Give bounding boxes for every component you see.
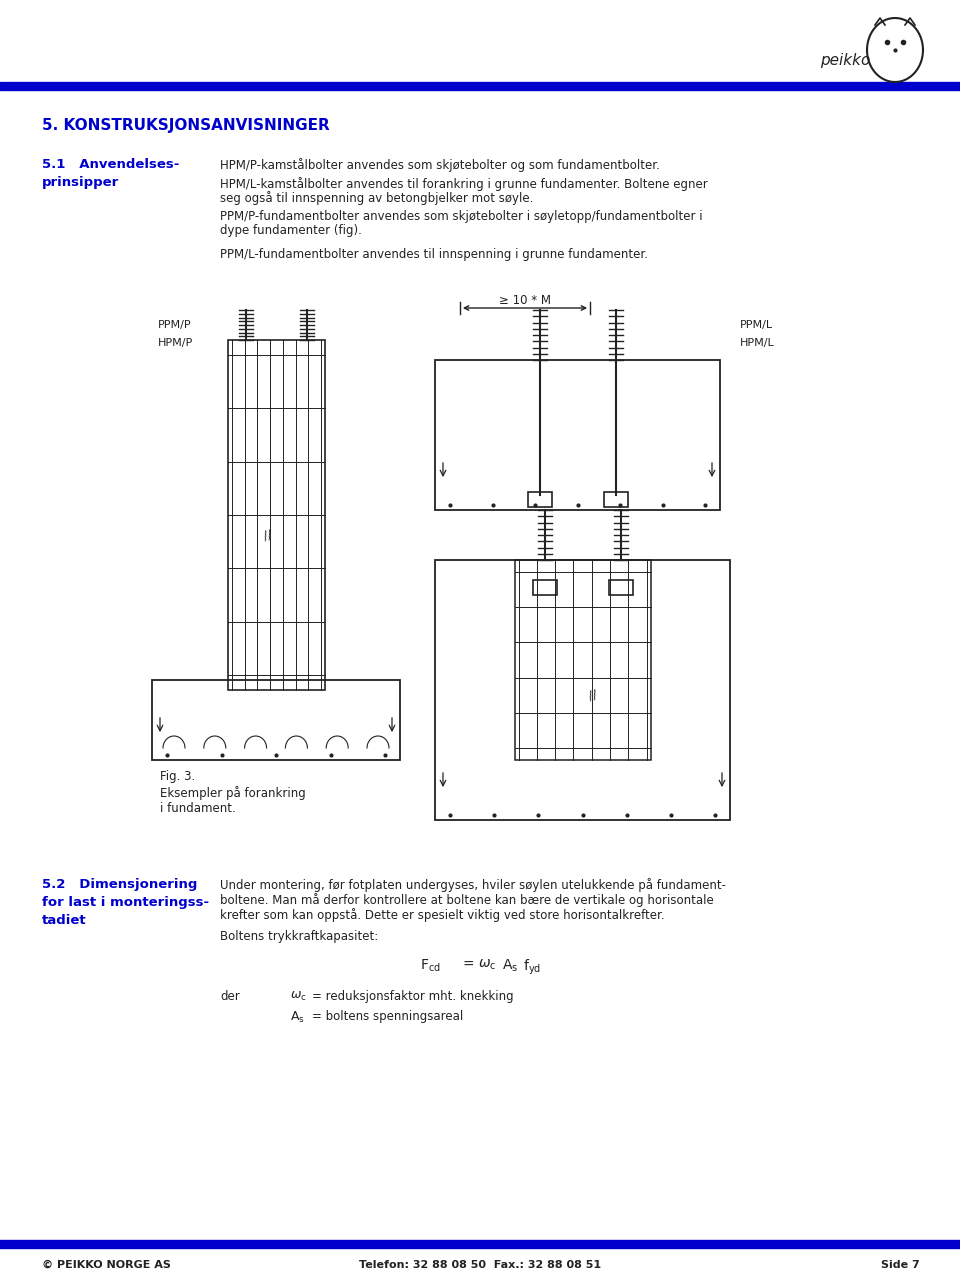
- Text: =: =: [462, 958, 473, 972]
- Text: Telefon: 32 88 08 50  Fax.: 32 88 08 51: Telefon: 32 88 08 50 Fax.: 32 88 08 51: [359, 1260, 601, 1270]
- Text: Boltens trykkraftkapasitet:: Boltens trykkraftkapasitet:: [220, 929, 378, 944]
- Text: PPM/L: PPM/L: [740, 320, 773, 329]
- Text: HPM/L: HPM/L: [740, 338, 775, 347]
- Text: Side 7: Side 7: [881, 1260, 920, 1270]
- Bar: [435, 360, 720, 510]
- Text: $\omega_{\mathsf{c}}$: $\omega_{\mathsf{c}}$: [478, 958, 496, 973]
- Text: //: //: [587, 687, 598, 703]
- Text: f$_{\mathsf{yd}}$: f$_{\mathsf{yd}}$: [523, 958, 541, 977]
- Text: //: //: [262, 528, 274, 542]
- Bar: [604, 492, 628, 506]
- Bar: [228, 340, 325, 690]
- Text: krefter som kan oppstå. Dette er spesielt viktig ved store horisontalkrefter.: krefter som kan oppstå. Dette er spesiel…: [220, 908, 664, 922]
- Text: © PEIKKO NORGE AS: © PEIKKO NORGE AS: [42, 1260, 171, 1270]
- Text: $\omega_{\mathsf{c}}$: $\omega_{\mathsf{c}}$: [290, 990, 307, 1003]
- Text: der: der: [220, 990, 240, 1003]
- Text: = boltens spenningsareal: = boltens spenningsareal: [312, 1010, 464, 1023]
- Text: prinsipper: prinsipper: [42, 176, 119, 188]
- Bar: [609, 579, 633, 595]
- Bar: [533, 579, 557, 595]
- Text: Under montering, før fotplaten undergyses, hviler søylen utelukkende på fundamen: Under montering, før fotplaten undergyse…: [220, 878, 726, 892]
- Bar: [435, 560, 730, 820]
- Text: A$_{\mathsf{s}}$: A$_{\mathsf{s}}$: [290, 1010, 305, 1026]
- Text: Fig. 3.: Fig. 3.: [160, 770, 195, 783]
- Bar: [515, 560, 651, 760]
- Text: PPM/P-fundamentbolter anvendes som skjøtebolter i søyletopp/fundamentbolter i: PPM/P-fundamentbolter anvendes som skjøt…: [220, 210, 703, 223]
- Text: for last i monteringss-: for last i monteringss-: [42, 896, 209, 909]
- Text: PPM/L-fundamentbolter anvendes til innspenning i grunne fundamenter.: PPM/L-fundamentbolter anvendes til innsp…: [220, 247, 648, 262]
- Text: F$_{\mathsf{cd}}$: F$_{\mathsf{cd}}$: [420, 958, 441, 974]
- Bar: [152, 679, 400, 760]
- Text: Eksempler på forankring: Eksempler på forankring: [160, 786, 305, 800]
- Text: dype fundamenter (fig).: dype fundamenter (fig).: [220, 224, 362, 237]
- Text: HPM/P: HPM/P: [158, 338, 193, 347]
- Text: HPM/L-kamstålbolter anvendes til forankring i grunne fundamenter. Boltene egner: HPM/L-kamstålbolter anvendes til forankr…: [220, 177, 708, 191]
- Text: i fundament.: i fundament.: [160, 803, 236, 815]
- Text: peikko: peikko: [820, 53, 871, 68]
- Text: A$_{\mathsf{s}}$: A$_{\mathsf{s}}$: [502, 958, 518, 974]
- Text: seg også til innspenning av betongbjelker mot søyle.: seg også til innspenning av betongbjelke…: [220, 191, 534, 205]
- Text: tadiet: tadiet: [42, 914, 86, 927]
- Bar: [527, 492, 551, 506]
- Text: PPM/P: PPM/P: [158, 320, 192, 329]
- Text: 5.2   Dimensjonering: 5.2 Dimensjonering: [42, 878, 198, 891]
- Text: 5.1   Anvendelses-: 5.1 Anvendelses-: [42, 158, 180, 171]
- Text: 5. KONSTRUKSJONSANVISNINGER: 5. KONSTRUKSJONSANVISNINGER: [42, 118, 329, 133]
- Text: ≥ 10 * M: ≥ 10 * M: [499, 294, 551, 306]
- Text: = reduksjonsfaktor mht. knekking: = reduksjonsfaktor mht. knekking: [312, 990, 514, 1003]
- Text: boltene. Man må derfor kontrollere at boltene kan bære de vertikale og horisonta: boltene. Man må derfor kontrollere at bo…: [220, 894, 713, 906]
- Text: HPM/P-kamstålbolter anvendes som skjøtebolter og som fundamentbolter.: HPM/P-kamstålbolter anvendes som skjøteb…: [220, 158, 660, 172]
